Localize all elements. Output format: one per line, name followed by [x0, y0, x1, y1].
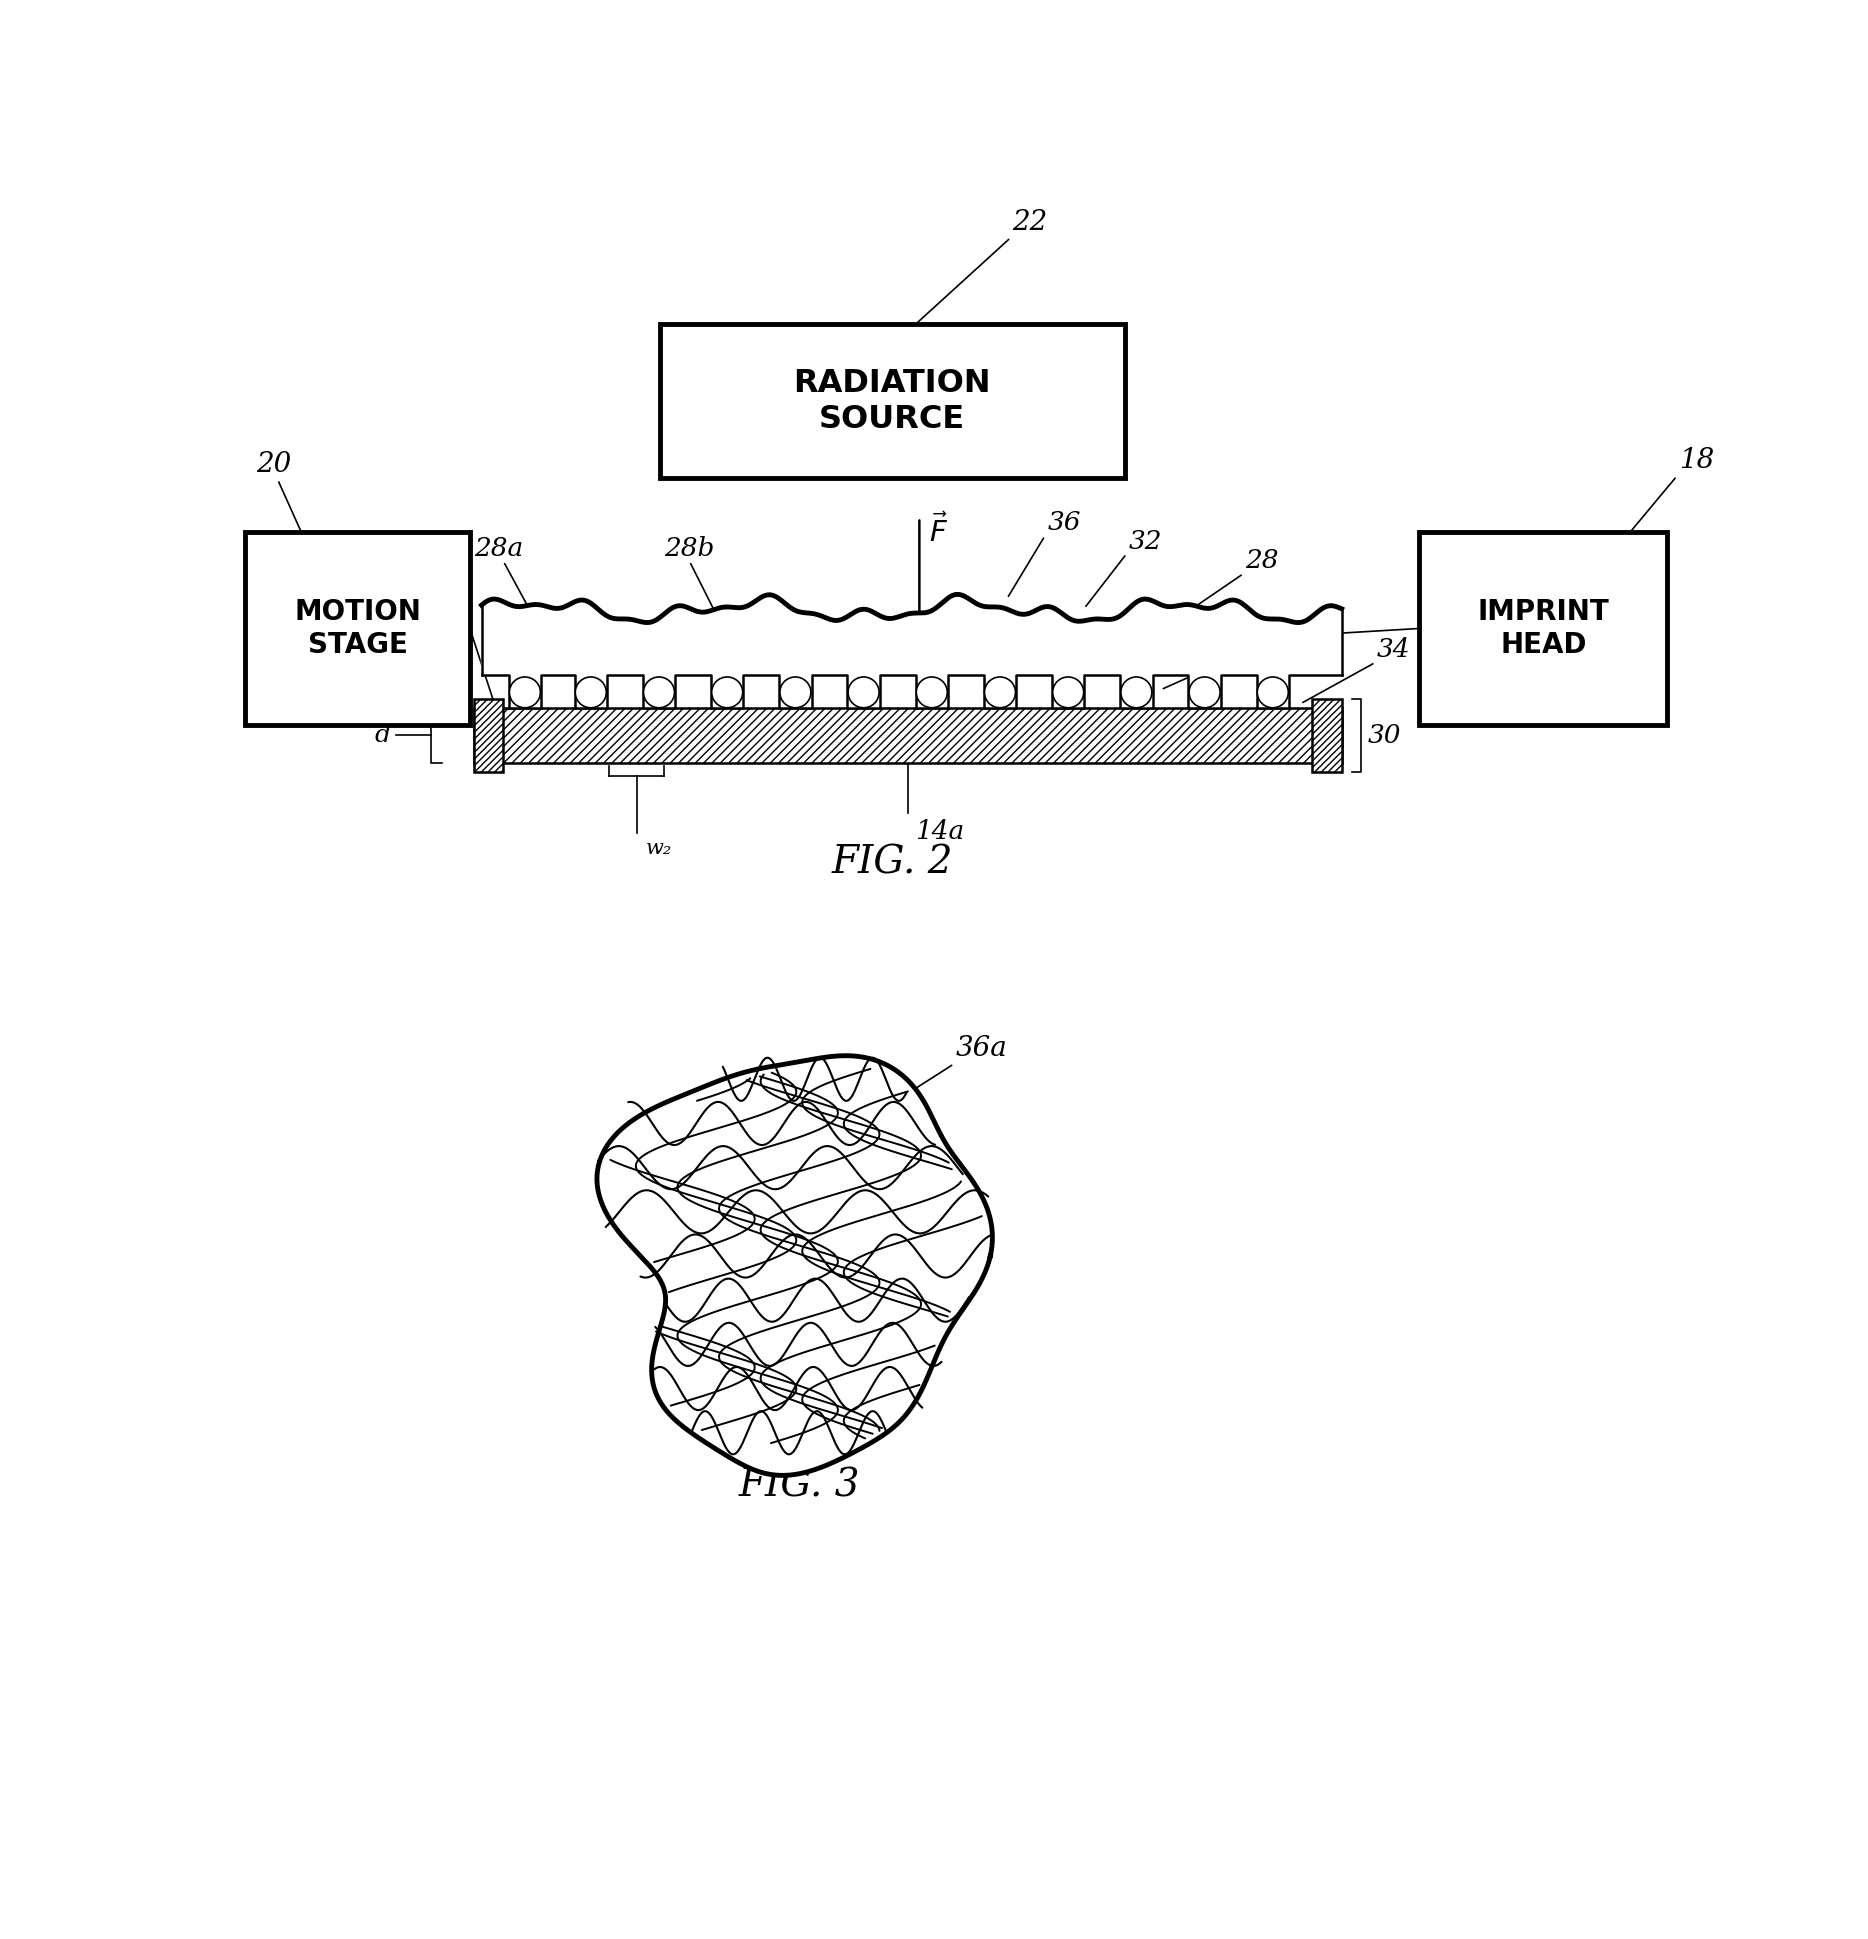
Ellipse shape [779, 677, 811, 708]
Text: w₂: w₂ [646, 840, 672, 857]
Text: MOTION
STAGE: MOTION STAGE [293, 599, 420, 659]
Polygon shape [598, 1055, 992, 1476]
Text: 20: 20 [256, 452, 291, 479]
Bar [474, 708, 1341, 764]
Bar [1420, 531, 1668, 725]
Ellipse shape [712, 677, 743, 708]
Ellipse shape [575, 677, 607, 708]
Ellipse shape [643, 677, 674, 708]
Polygon shape [482, 615, 1341, 708]
Ellipse shape [984, 677, 1016, 708]
Ellipse shape [917, 677, 947, 708]
Text: 30: 30 [1367, 723, 1401, 748]
Ellipse shape [848, 677, 880, 708]
Bar [474, 698, 502, 772]
Ellipse shape [1121, 677, 1153, 708]
Text: 36: 36 [1048, 510, 1082, 535]
Text: 36a: 36a [955, 1035, 1007, 1061]
Ellipse shape [510, 677, 540, 708]
Text: 36: 36 [1244, 626, 1278, 652]
Text: FIG. 3: FIG. 3 [738, 1468, 859, 1505]
Ellipse shape [1257, 677, 1289, 708]
Text: 34: 34 [1377, 636, 1410, 661]
Text: w₁: w₁ [577, 692, 603, 712]
Ellipse shape [1054, 677, 1083, 708]
Text: 28a: 28a [474, 537, 523, 562]
Text: $\vec{F}$: $\vec{F}$ [928, 514, 947, 549]
Bar [245, 531, 471, 725]
Polygon shape [482, 595, 1341, 675]
Text: IMPRINT
HEAD: IMPRINT HEAD [1478, 599, 1608, 659]
Text: FIG. 2: FIG. 2 [831, 843, 953, 880]
Text: RADIATION
SOURCE: RADIATION SOURCE [794, 368, 992, 434]
Text: 32: 32 [1128, 529, 1162, 555]
Bar [474, 708, 1341, 764]
Bar [659, 324, 1125, 479]
Text: 18: 18 [1679, 448, 1715, 475]
Text: 28: 28 [1244, 549, 1278, 574]
Ellipse shape [1190, 677, 1220, 708]
Text: 22: 22 [1012, 209, 1048, 237]
Bar [1313, 698, 1341, 772]
Text: 14a: 14a [915, 818, 964, 843]
Text: d: d [375, 723, 390, 747]
Text: 28b: 28b [663, 537, 714, 562]
